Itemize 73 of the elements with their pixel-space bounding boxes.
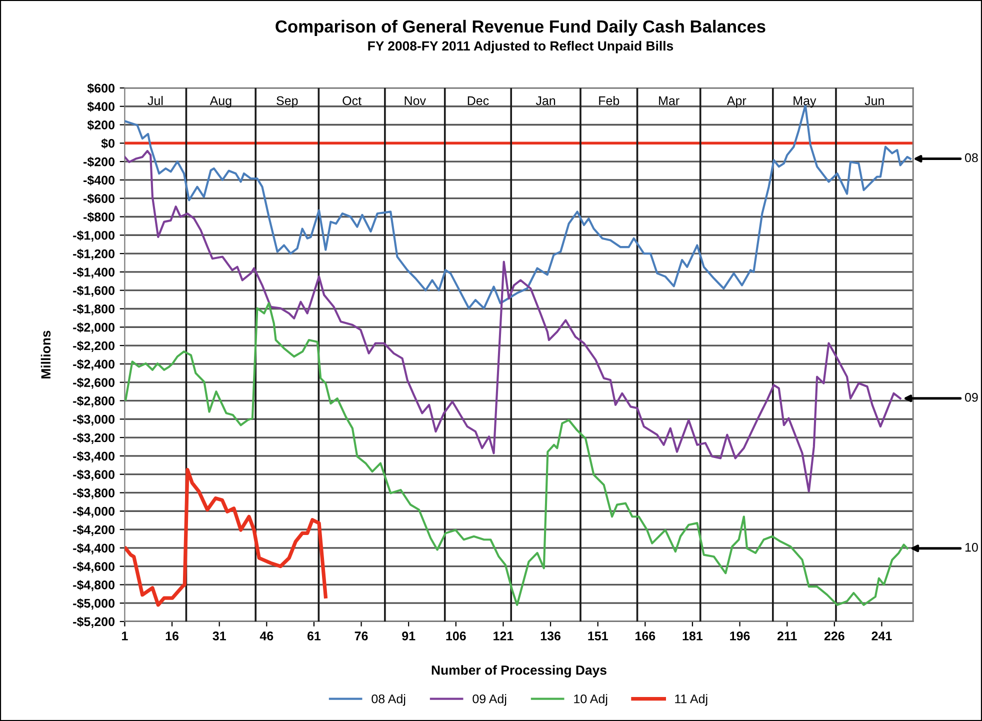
y-tick-label: -$1,800 (73, 304, 114, 316)
ref-line-label: Mar (659, 96, 680, 106)
chart-title: Comparison of General Revenue Fund Daily Cash Balances (276, 20, 766, 36)
annotation: 08 (965, 153, 978, 162)
ref-line-label: May (794, 96, 816, 108)
y-tick-label: -$1,000 (73, 230, 114, 242)
legend-label: 10 Adj (574, 694, 608, 706)
x-tick-label: 106 (446, 632, 466, 640)
legend-label: 09 Adj (472, 694, 506, 706)
y-tick-label: -$1,600 (73, 286, 114, 297)
ref-line-label: Feb (599, 96, 620, 106)
x-tick-label: 196 (730, 632, 750, 640)
y-tick-label: -$2,200 (73, 340, 114, 352)
annotation: 09 (965, 392, 978, 402)
x-tick-label: 121 (494, 632, 514, 640)
y-tick-label: -$3,200 (73, 432, 114, 444)
x-tick-label: 226 (824, 632, 844, 640)
x-tick-label: 181 (682, 632, 703, 640)
ref-line-label: Sep (276, 96, 298, 108)
ref-line-label: Jan (536, 96, 556, 106)
y-tick-label: -$3,400 (73, 451, 114, 462)
ref-line-label: Oct (342, 96, 362, 106)
x-axis-title: Number of Processing Days (432, 665, 606, 678)
y-tick-label: $0 (101, 138, 114, 149)
line-series (124, 468, 328, 607)
y-tick-label: -$2,600 (73, 378, 114, 389)
ref-line-label: Dec (468, 96, 489, 106)
ref-line-label: Jul (148, 96, 163, 106)
ref-line-label: Aug (210, 96, 232, 108)
x-tick-label: 211 (777, 632, 797, 640)
x-tick-label: 16 (166, 632, 179, 640)
x-tick-label: 136 (540, 632, 561, 640)
x-tick-label: 31 (212, 632, 226, 640)
y-tick-label: $200 (87, 120, 114, 130)
y-tick-label: -$4,200 (73, 524, 114, 536)
ref-line-label: Apr (726, 96, 746, 108)
x-tick-label: 76 (354, 632, 368, 640)
y-tick-label: $600 (87, 83, 114, 94)
ref-line-label: Nov (404, 96, 426, 106)
y-tick-label: -$3,000 (73, 414, 114, 426)
y-tick-label: -$2,400 (73, 359, 114, 370)
y-tick-label: -$200 (84, 156, 114, 168)
y-tick-label: -$4,800 (73, 580, 114, 592)
y-tick-label: -$5,000 (73, 598, 114, 610)
legend-label: 11 Adj (675, 694, 708, 706)
y-tick-label: -$400 (84, 175, 114, 186)
x-tick-label: 46 (260, 632, 274, 640)
y-tick-label: -$4,400 (73, 543, 114, 554)
ref-line-label: Jun (864, 96, 884, 106)
y-tick-label: -$3,600 (73, 470, 114, 481)
y-tick-label: -$5,200 (73, 616, 114, 628)
x-tick-label: 91 (402, 632, 416, 640)
x-tick-label: 241 (872, 632, 892, 640)
x-tick-label: 166 (636, 632, 656, 640)
y-tick-label: $400 (87, 102, 114, 112)
y-tick-label: -$600 (84, 194, 114, 204)
y-tick-label: -$1,200 (73, 248, 114, 260)
y-tick-label: -$2,800 (73, 396, 114, 408)
line-series (124, 302, 908, 606)
x-tick-label: 61 (307, 632, 321, 640)
y-tick-label: -$800 (84, 212, 114, 222)
annotation: 10 (965, 542, 978, 552)
y-tick-label: -$2,000 (73, 322, 114, 334)
x-tick-label: 1 (122, 632, 128, 640)
y-tick-label: -$3,800 (73, 488, 114, 500)
chart-subtitle: FY 2008-FY 2011 Adjusted to Reflect Unpaid Bills (368, 40, 674, 54)
line-series (124, 150, 902, 492)
y-axis-title: Millions (40, 330, 51, 378)
y-tick-label: -$4,600 (73, 562, 114, 573)
y-tick-label: -$4,000 (73, 506, 114, 518)
legend-label: 08 Adj (372, 694, 406, 706)
x-tick-label: 151 (588, 632, 608, 640)
y-tick-label: -$1,400 (73, 267, 114, 278)
